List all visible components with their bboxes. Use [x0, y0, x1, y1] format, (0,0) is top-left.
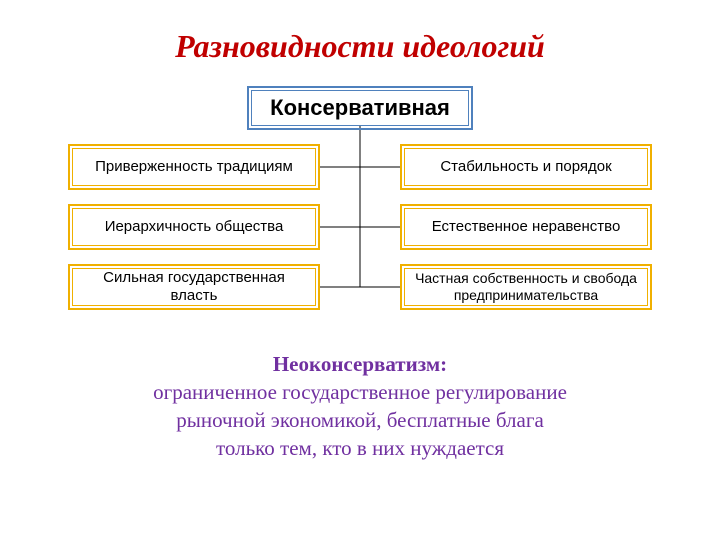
tree-child-c2: Стабильность и порядок [400, 144, 652, 190]
footer-block: Неоконсерватизм: ограниченное государств… [0, 350, 720, 462]
slide-title: Разновидности идеологий [0, 28, 720, 65]
tree-child-label: Сильная государственная власть [72, 268, 316, 306]
tree-child-label: Иерархичность общества [72, 208, 316, 246]
tree-child-c6: Частная собственность и свобода предприн… [400, 264, 652, 310]
tree-child-c3: Иерархичность общества [68, 204, 320, 250]
footer-line-2: рыночной экономикой, бесплатные блага [0, 406, 720, 434]
tree-child-c4: Естественное неравенство [400, 204, 652, 250]
tree-child-c5: Сильная государственная власть [68, 264, 320, 310]
tree-root-outer: Консервативная [247, 86, 473, 130]
tree-child-label: Приверженность традициям [72, 148, 316, 186]
tree-root: Консервативная [247, 86, 473, 126]
tree-child-label: Стабильность и порядок [404, 148, 648, 186]
tree-root-inner: Консервативная [251, 90, 469, 126]
tree-child-label: Естественное неравенство [404, 208, 648, 246]
tree-root-label: Консервативная [270, 95, 450, 120]
footer-line-1: ограниченное государственное регулирован… [0, 378, 720, 406]
footer-line-3: только тем, кто в них нуждается [0, 434, 720, 462]
slide: Разновидности идеологий Консервативная П… [0, 0, 720, 540]
footer-heading: Неоконсерватизм: [0, 350, 720, 378]
tree-child-label: Частная собственность и свобода предприн… [404, 268, 648, 306]
tree-child-c1: Приверженность традициям [68, 144, 320, 190]
